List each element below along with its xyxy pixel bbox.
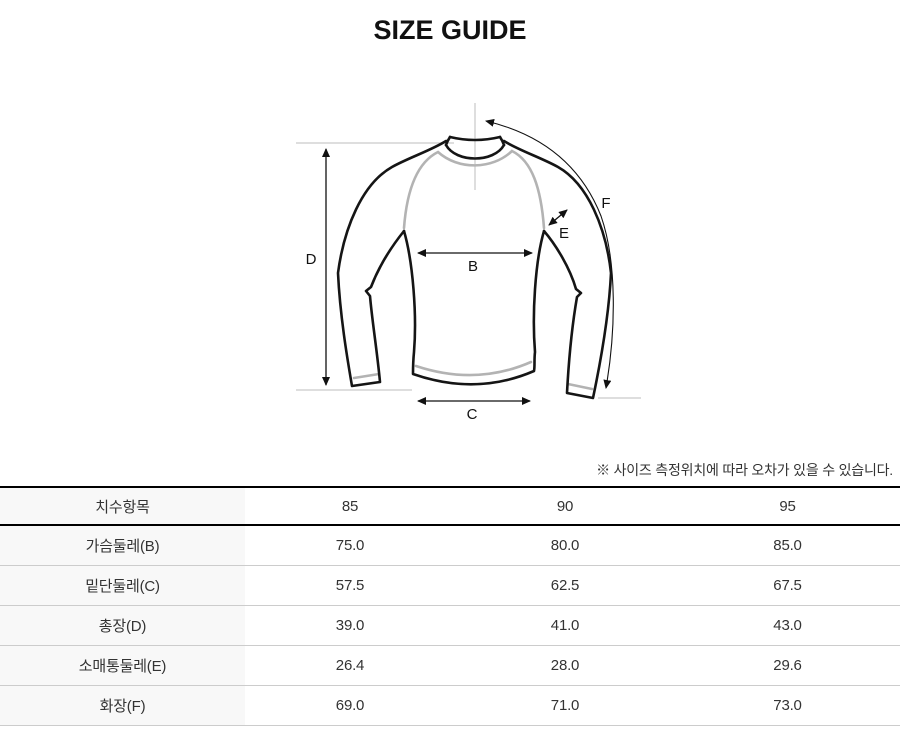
table-row-length: 총장(D) 39.0 41.0 43.0	[0, 605, 900, 645]
label-D: D	[306, 251, 317, 268]
row-label: 총장(D)	[0, 605, 245, 645]
arrow-E	[548, 209, 568, 226]
arrow-F	[485, 118, 614, 389]
cell-value: 80.0	[550, 536, 580, 554]
cell-value: 75.0	[335, 536, 365, 554]
cell-value: 43.0	[773, 616, 802, 634]
header-size-95: 95	[779, 497, 796, 515]
table-row-sleeve-length: 화장(F) 69.0 71.0 73.0	[0, 685, 900, 725]
garment-measurement-diagram: D B C E F	[296, 103, 641, 423]
cell-value: 26.4	[335, 656, 365, 674]
cell-value: 85.0	[773, 536, 802, 554]
cell-value: 57.5	[335, 576, 365, 594]
row-label: 밑단둘레(C)	[0, 565, 245, 605]
size-table-header-row: 치수항목 85 90 95	[0, 487, 900, 525]
dimension-arrows	[322, 118, 614, 405]
table-row-chest: 가슴둘레(B) 75.0 80.0 85.0	[0, 525, 900, 565]
cell-value: 39.0	[335, 616, 365, 634]
measurement-disclaimer-note: ※ 사이즈 측정위치에 따라 오차가 있을 수 있습니다.	[596, 462, 893, 478]
table-row-hem: 밑단둘레(C) 57.5 62.5 67.5	[0, 565, 900, 605]
cell-value: 73.0	[773, 696, 802, 714]
guide-lines	[296, 103, 641, 399]
cell-value: 67.5	[773, 576, 802, 594]
cell-value: 62.5	[550, 576, 580, 594]
row-label: 가슴둘레(B)	[0, 525, 245, 565]
cell-value: 29.6	[773, 656, 802, 674]
dimension-labels: D B C E F	[306, 195, 611, 423]
label-E: E	[559, 225, 569, 242]
header-size-85: 85	[341, 497, 359, 515]
header-measurement-item: 치수항목	[0, 487, 245, 525]
label-C: C	[467, 406, 478, 423]
cell-value: 41.0	[550, 616, 580, 634]
table-row-sleeve-width: 소매통둘레(E) 26.4 28.0 29.6	[0, 645, 900, 685]
page-title: SIZE GUIDE	[373, 15, 527, 45]
size-table: 치수항목 85 90 95 가슴둘레(B) 75.0 80.0 85.0 밑단둘…	[0, 486, 900, 726]
row-label: 소매통둘레(E)	[0, 645, 245, 685]
row-label: 화장(F)	[0, 685, 245, 725]
header-size-90: 90	[556, 497, 574, 515]
label-F: F	[601, 195, 610, 212]
cell-value: 71.0	[550, 696, 580, 714]
cell-value: 28.0	[550, 656, 580, 674]
label-B: B	[468, 258, 478, 275]
cell-value: 69.0	[335, 696, 365, 714]
